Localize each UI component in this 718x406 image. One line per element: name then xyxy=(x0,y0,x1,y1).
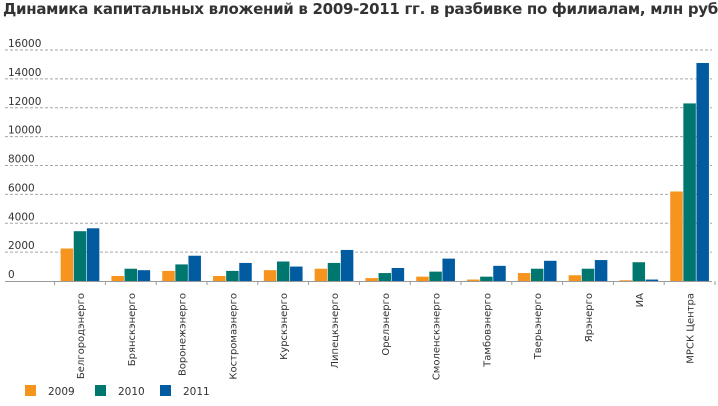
bar-белгородэнерго-2011 xyxy=(86,228,100,281)
y-tick-label: 2000 xyxy=(8,240,35,252)
bar-костромаэнерго-2010 xyxy=(226,270,239,281)
x-category-label: Воронежэнерго xyxy=(178,293,189,376)
bar-брянскэнерго-2011 xyxy=(137,270,151,281)
bar-орелэнерго-2010 xyxy=(378,273,392,281)
y-tick-label: 6000 xyxy=(8,182,35,194)
y-tick-label: 14000 xyxy=(8,67,41,79)
bar-орелэнерго-2011 xyxy=(391,268,405,281)
bar-смоленскэнерго-2009 xyxy=(416,276,429,281)
x-category-label: Тамбовэнерго xyxy=(482,293,493,368)
y-tick-label: 12000 xyxy=(8,96,41,108)
bar-курскэнерго-2011 xyxy=(290,266,303,281)
legend: 2009 2010 2011 xyxy=(25,385,210,398)
y-tick-label: 16000 xyxy=(8,38,41,50)
x-category-label: Липецкэнерго xyxy=(330,293,341,368)
bar-тамбовэнерго-2009 xyxy=(467,279,480,281)
y-tick-label: 10000 xyxy=(8,125,41,137)
x-axis-category-labels: Белгородэнерго Брянскэнерго Воронежэнерго К… xyxy=(76,293,697,380)
x-category-label: ИА xyxy=(635,293,646,307)
bar-брянскэнерго-2010 xyxy=(124,268,138,281)
bar-костромаэнерго-2009 xyxy=(213,275,226,281)
bar-тверьэнерго-2009 xyxy=(517,273,531,281)
y-tick-label: 8000 xyxy=(8,154,35,166)
bar-белгородэнерго-2009 xyxy=(60,248,74,281)
bar-ярэнерго-2011 xyxy=(594,260,608,281)
bar-воронежэнерго-2009 xyxy=(162,270,175,281)
bar-ярэнерго-2010 xyxy=(581,268,595,281)
legend-swatch-2010 xyxy=(95,385,106,396)
bar-мрск-центра-2011 xyxy=(696,62,709,282)
bar-орелэнерго-2009 xyxy=(365,278,378,281)
bar-ярэнерго-2009 xyxy=(568,275,582,281)
bar-иа-2011 xyxy=(645,279,659,281)
x-category-label: Белгородэнерго xyxy=(76,293,87,379)
bar-тамбовэнерго-2011 xyxy=(493,265,506,281)
gridlines xyxy=(5,49,712,253)
bar-тверьэнерго-2010 xyxy=(530,268,544,281)
bar-липецкэнерго-2009 xyxy=(314,268,328,281)
x-category-label: Костромаэнерго xyxy=(228,293,239,380)
y-tick-label: 0 xyxy=(8,269,15,281)
chart-title: Динамика капитальных вложений в 2009-201… xyxy=(3,0,718,18)
x-category-label: Тверьэнерго xyxy=(533,293,544,360)
bar-липецкэнерго-2011 xyxy=(340,249,354,281)
x-axis-tick-marks xyxy=(54,281,716,285)
legend-label-2011: 2011 xyxy=(183,386,210,398)
bar-костромаэнерго-2011 xyxy=(239,262,252,281)
bar-белгородэнерго-2010 xyxy=(73,231,87,281)
bar-брянскэнерго-2009 xyxy=(111,275,124,281)
x-category-label: Смоленскэнерго xyxy=(432,293,443,380)
legend-swatch-2011 xyxy=(160,385,171,396)
bar-курскэнерго-2009 xyxy=(263,270,277,281)
bar-воронежэнерго-2010 xyxy=(175,264,188,281)
y-axis-tick-labels: 0 2000 4000 6000 8000 10000 12000 14000 16000 xyxy=(8,38,41,281)
bar-курскэнерго-2010 xyxy=(276,261,290,281)
bar-воронежэнерго-2011 xyxy=(188,255,201,281)
legend-label-2009: 2009 xyxy=(48,386,75,398)
legend-swatch-2009 xyxy=(25,385,36,396)
bar-мрск-центра-2010 xyxy=(683,103,696,281)
x-category-label: МРСК Центра xyxy=(686,293,697,364)
bar-мрск-центра-2009 xyxy=(670,191,683,281)
bar-тверьэнерго-2011 xyxy=(544,260,557,281)
bar-иа-2010 xyxy=(632,262,646,281)
y-tick-label: 4000 xyxy=(8,211,35,223)
bar-липецкэнерго-2010 xyxy=(327,262,341,281)
bar-смоленскэнерго-2010 xyxy=(429,271,442,281)
bar-тамбовэнерго-2010 xyxy=(480,276,493,281)
x-category-label: Курскэнерго xyxy=(279,293,290,360)
bar-иа-2009 xyxy=(619,280,632,281)
bar-смоленскэнерго-2011 xyxy=(442,258,455,281)
legend-label-2010: 2010 xyxy=(118,386,145,398)
x-category-label: Орелэнерго xyxy=(381,293,392,356)
x-category-label: Ярэнерго xyxy=(584,293,595,342)
bars xyxy=(60,62,709,282)
x-category-label: Брянскэнерго xyxy=(127,293,138,366)
